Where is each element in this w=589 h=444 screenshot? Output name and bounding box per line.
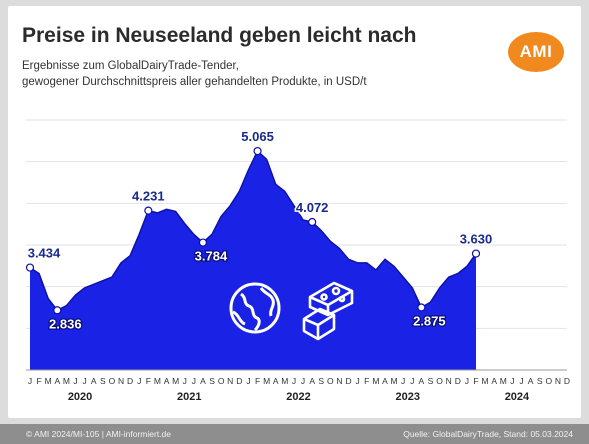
x-tick-label: J	[401, 376, 405, 386]
year-label: 2021	[177, 391, 201, 403]
x-tick-label: O	[545, 376, 552, 386]
year-label: 2023	[395, 391, 419, 403]
x-tick-label: F	[146, 376, 151, 386]
x-tick-label: J	[465, 376, 469, 386]
x-tick-label: S	[209, 376, 215, 386]
x-tick-label: N	[227, 376, 233, 386]
cheese-and-butter-icon	[302, 281, 354, 341]
x-tick-label: J	[510, 376, 514, 386]
data-label: 2.875	[413, 314, 446, 329]
x-tick-label: A	[528, 376, 534, 386]
data-labels: 3.434 2.836 4.231 3.784 5.065 4.072 2.875 3.630	[25, 128, 494, 333]
x-tick-label: O	[327, 376, 334, 386]
x-tick-label: S	[100, 376, 106, 386]
x-tick-label: A	[382, 376, 388, 386]
x-tick-label: S	[537, 376, 543, 386]
data-point	[417, 303, 426, 312]
data-label: 3.784	[195, 249, 228, 264]
x-tick-label: J	[192, 376, 196, 386]
data-point	[144, 206, 153, 215]
footer-copyright: © AMI 2024/MI-105 | AMI-informiert.de	[26, 429, 171, 439]
data-label: 2.836	[49, 316, 82, 331]
x-tick-label: J	[137, 376, 141, 386]
year-label: 2024	[505, 391, 530, 403]
price-area	[30, 151, 476, 370]
x-tick-label: N	[446, 376, 452, 386]
x-tick-label: M	[63, 376, 70, 386]
data-label: 5.065	[241, 129, 274, 144]
x-tick-label: A	[91, 376, 97, 386]
chart-title: Preise in Neuseeland geben leicht nach	[22, 24, 417, 47]
data-point	[25, 263, 35, 272]
x-tick-label: M	[263, 376, 270, 386]
x-tick-label: D	[564, 376, 570, 386]
x-tick-label: S	[428, 376, 434, 386]
x-tick-label: A	[491, 376, 497, 386]
x-tick-label: D	[345, 376, 351, 386]
data-point	[53, 306, 62, 315]
data-label: 3.630	[460, 232, 493, 247]
x-tick-label: J	[183, 376, 187, 386]
ami-logo: AMI	[508, 32, 564, 72]
x-tick-label: M	[500, 376, 507, 386]
x-tick-label: O	[436, 376, 443, 386]
x-tick-label: M	[45, 376, 52, 386]
x-tick-label: A	[419, 376, 425, 386]
x-tick-label: M	[372, 376, 379, 386]
x-tick-label: A	[164, 376, 170, 386]
x-tick-label: F	[473, 376, 478, 386]
x-tick-label: N	[555, 376, 561, 386]
x-tick-label: F	[255, 376, 260, 386]
x-tick-label: S	[318, 376, 324, 386]
x-tick-label: O	[218, 376, 225, 386]
subtitle-line-2: gewogener Durchschnittspreis aller gehan…	[22, 76, 367, 88]
year-label: 2020	[68, 391, 92, 403]
x-tick-label: O	[109, 376, 116, 386]
data-point	[308, 217, 317, 227]
x-tick-label: F	[364, 376, 369, 386]
data-label: 4.231	[132, 189, 165, 204]
x-tick-label: J	[73, 376, 77, 386]
x-tick-label: M	[154, 376, 161, 386]
x-tick-label: N	[336, 376, 342, 386]
price-line	[29, 149, 477, 312]
subtitle-line-1: Ergebnisse zum GlobalDairyTrade-Tender,	[22, 60, 239, 72]
x-tick-label: M	[482, 376, 489, 386]
x-tick-label: F	[37, 376, 42, 386]
x-tick-label: M	[391, 376, 398, 386]
data-point	[471, 249, 481, 258]
data-point	[253, 146, 262, 156]
x-tick-label: J	[301, 376, 305, 386]
x-tick-label: N	[118, 376, 124, 386]
x-tick-label: A	[273, 376, 279, 386]
year-label: 2022	[286, 391, 310, 403]
x-tick-label: A	[309, 376, 315, 386]
x-tick-label: J	[356, 376, 360, 386]
footer: © AMI 2024/MI-105 | AMI-informiert.de Qu…	[0, 424, 589, 444]
data-label: 3.434	[28, 246, 61, 261]
chart-subtitle: Ergebnisse zum GlobalDairyTrade-Tender, …	[22, 58, 492, 90]
x-tick-label: D	[455, 376, 461, 386]
x-tick-label: D	[236, 376, 242, 386]
footer-source: Quelle: GlobalDairyTrade, Stand: 05.03.2…	[403, 429, 573, 439]
x-tick-label: J	[410, 376, 414, 386]
x-tick-label: J	[28, 376, 32, 386]
price-area-chart: 3.434 2.836 4.231 3.784 5.065 4.072 2.875 3.630…	[25, 119, 570, 403]
x-tick-label: J	[246, 376, 250, 386]
x-tick-label: M	[172, 376, 179, 386]
x-tick-label: J	[82, 376, 86, 386]
x-tick-label: D	[127, 376, 133, 386]
x-tick-label: J	[519, 376, 523, 386]
x-tick-label: J	[292, 376, 296, 386]
x-tick-label: A	[54, 376, 60, 386]
x-tick-label: M	[281, 376, 288, 386]
data-point	[198, 238, 208, 247]
globe-icon	[229, 282, 281, 334]
data-label: 4.072	[296, 200, 329, 215]
x-tick-label: A	[200, 376, 206, 386]
